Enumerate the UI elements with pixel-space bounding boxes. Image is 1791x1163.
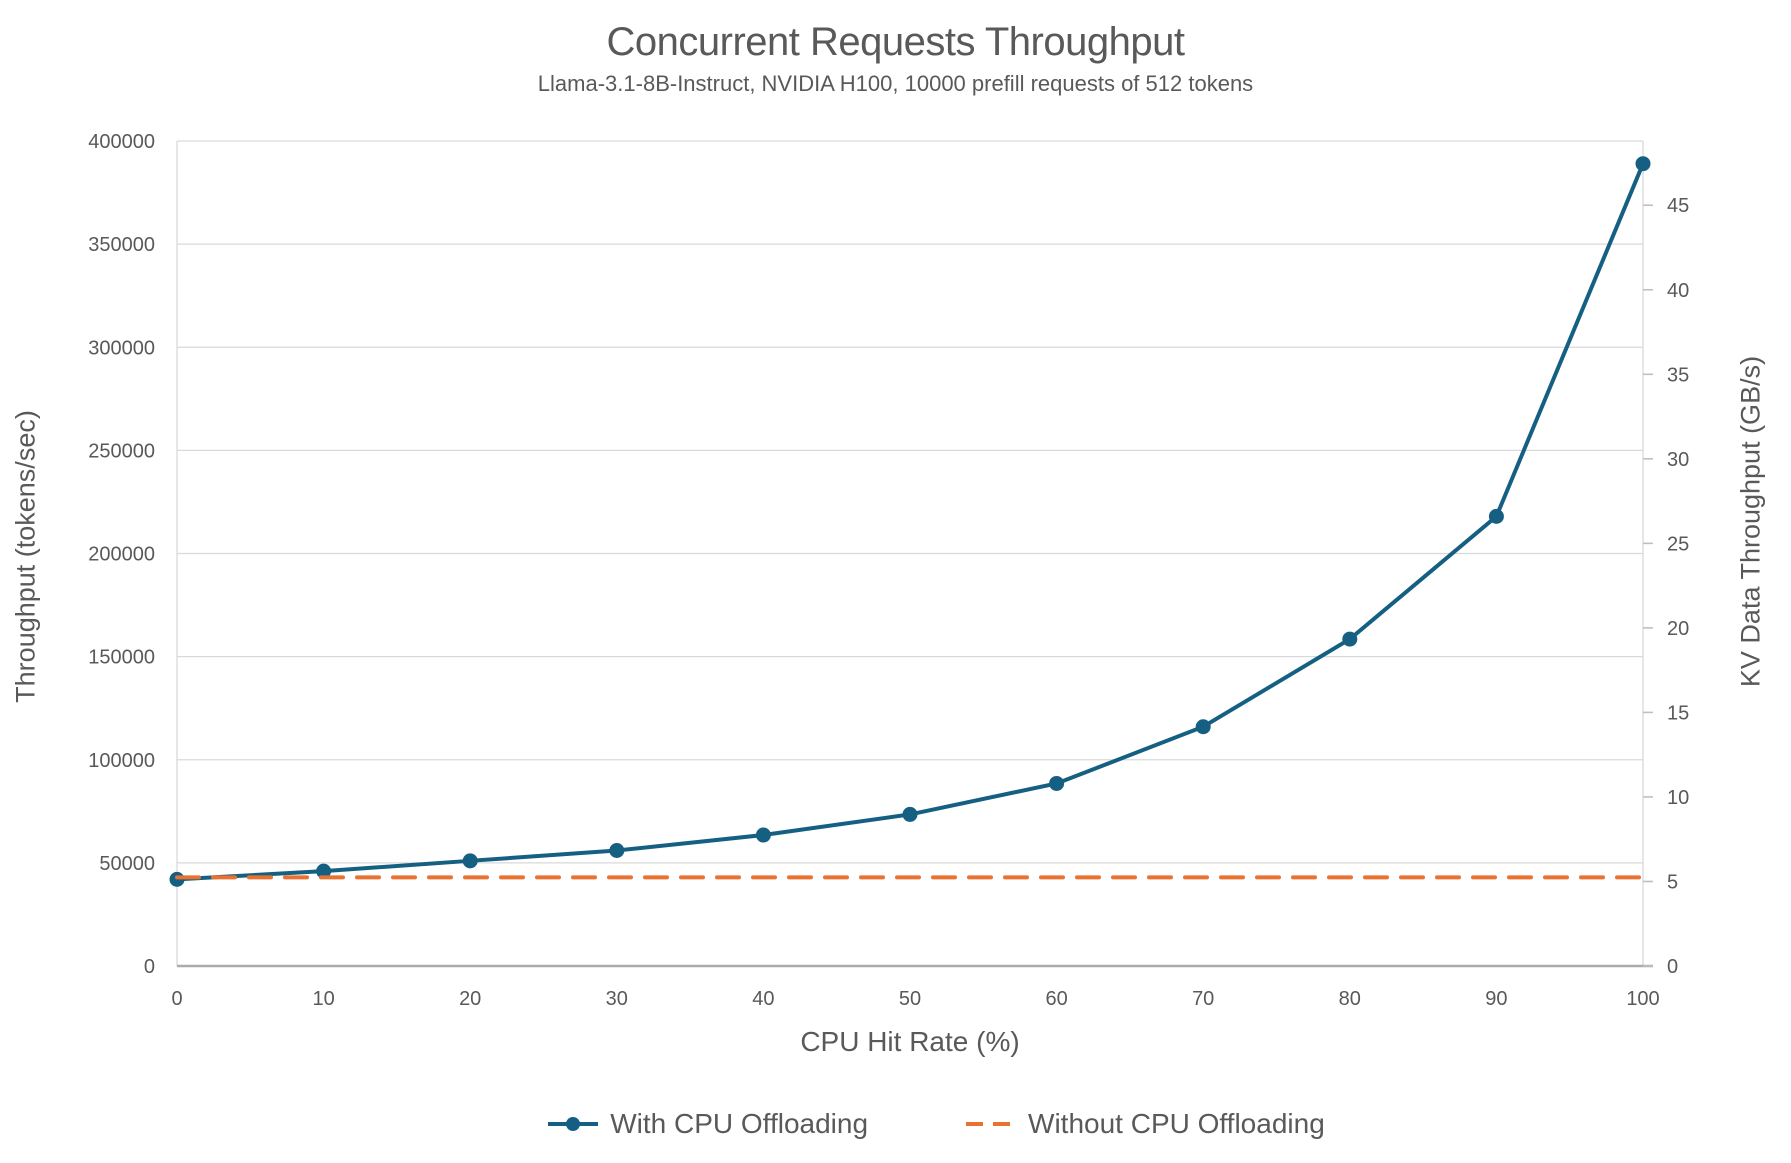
with-cpu-offloading-marker (1488, 508, 1504, 524)
y-axis-tick-label-right: 40 (1667, 280, 1689, 302)
x-axis-tick-label: 100 (1626, 988, 1659, 1010)
legend-item-without-cpu-offloading: Without CPU Offloading (964, 1108, 1325, 1140)
with-cpu-offloading-marker (755, 827, 771, 843)
y-axis-title-left: Throughput (tokens/sec) (10, 410, 41, 703)
y-axis-tick-label-right: 30 (1667, 449, 1689, 471)
x-axis-tick-label: 20 (459, 988, 481, 1010)
y-axis-tick-label-right: 5 (1667, 871, 1678, 893)
with-cpu-offloading-marker (1049, 775, 1065, 791)
with-cpu-offloading-marker (1342, 631, 1358, 647)
legend-label: With CPU Offloading (610, 1108, 869, 1139)
y-axis-tick-label-left: 400000 (88, 131, 155, 153)
x-axis-tick-label: 90 (1485, 988, 1507, 1010)
x-axis-tick-label: 10 (312, 988, 334, 1010)
y-axis-tick-label-left: 0 (144, 956, 155, 978)
with-cpu-offloading-marker (169, 871, 185, 887)
with-cpu-offloading-marker (462, 853, 478, 869)
with-cpu-offloading-marker (1195, 719, 1211, 735)
with-cpu-offloading-marker (316, 863, 332, 879)
y-axis-tick-label-left: 150000 (88, 647, 155, 669)
legend-item-with-cpu-offloading: With CPU Offloading (546, 1108, 868, 1140)
y-axis-tick-label-right: 0 (1667, 956, 1678, 978)
x-axis-tick-label: 60 (1045, 988, 1067, 1010)
x-axis-tick-label: 50 (899, 988, 921, 1010)
y-axis-tick-label-left: 300000 (88, 337, 155, 359)
y-axis-tick-label-right: 15 (1667, 702, 1689, 724)
legend: With CPU Offloading Without CPU Offloadi… (40, 1108, 1791, 1140)
chart-subtitle: Llama-3.1-8B-Instruct, NVIDIA H100, 1000… (537, 71, 1254, 96)
legend-swatch-line-marker-icon (548, 1117, 599, 1131)
y-axis-tick-label-left: 350000 (88, 234, 155, 256)
legend-label: Without CPU Offloading (1028, 1108, 1325, 1139)
y-axis-tick-label-right: 25 (1667, 533, 1689, 555)
x-axis-tick-label: 40 (752, 988, 774, 1010)
y-axis-title-right: KV Data Throughput (GB/s) (1735, 355, 1766, 688)
y-axis-tick-label-left: 50000 (99, 853, 155, 875)
y-axis-tick-label-right: 10 (1667, 787, 1689, 809)
y-axis-tick-label-right: 20 (1667, 618, 1689, 640)
y-axis-tick-label-left: 200000 (88, 544, 155, 566)
x-axis-tick-label: 0 (171, 988, 182, 1010)
legend-swatch-dashed-line-icon (966, 1122, 1017, 1126)
with-cpu-offloading-marker (609, 843, 625, 858)
x-axis-tick-label: 30 (606, 988, 628, 1010)
x-axis-tick-label: 80 (1339, 988, 1361, 1010)
with-cpu-offloading-marker (1635, 156, 1651, 172)
y-axis-tick-label-right: 35 (1667, 364, 1689, 386)
chart-title: Concurrent Requests Throughput (606, 20, 1185, 64)
y-axis-tick-label-right: 45 (1667, 195, 1689, 217)
x-axis-title: CPU Hit Rate (%) (800, 1026, 1020, 1057)
with-cpu-offloading-marker (902, 806, 918, 822)
x-axis-tick-label: 70 (1192, 988, 1214, 1010)
y-axis-tick-label-left: 250000 (88, 440, 155, 462)
y-axis-tick-label-left: 100000 (88, 750, 155, 772)
with-cpu-offloading-line (175, 161, 1645, 882)
